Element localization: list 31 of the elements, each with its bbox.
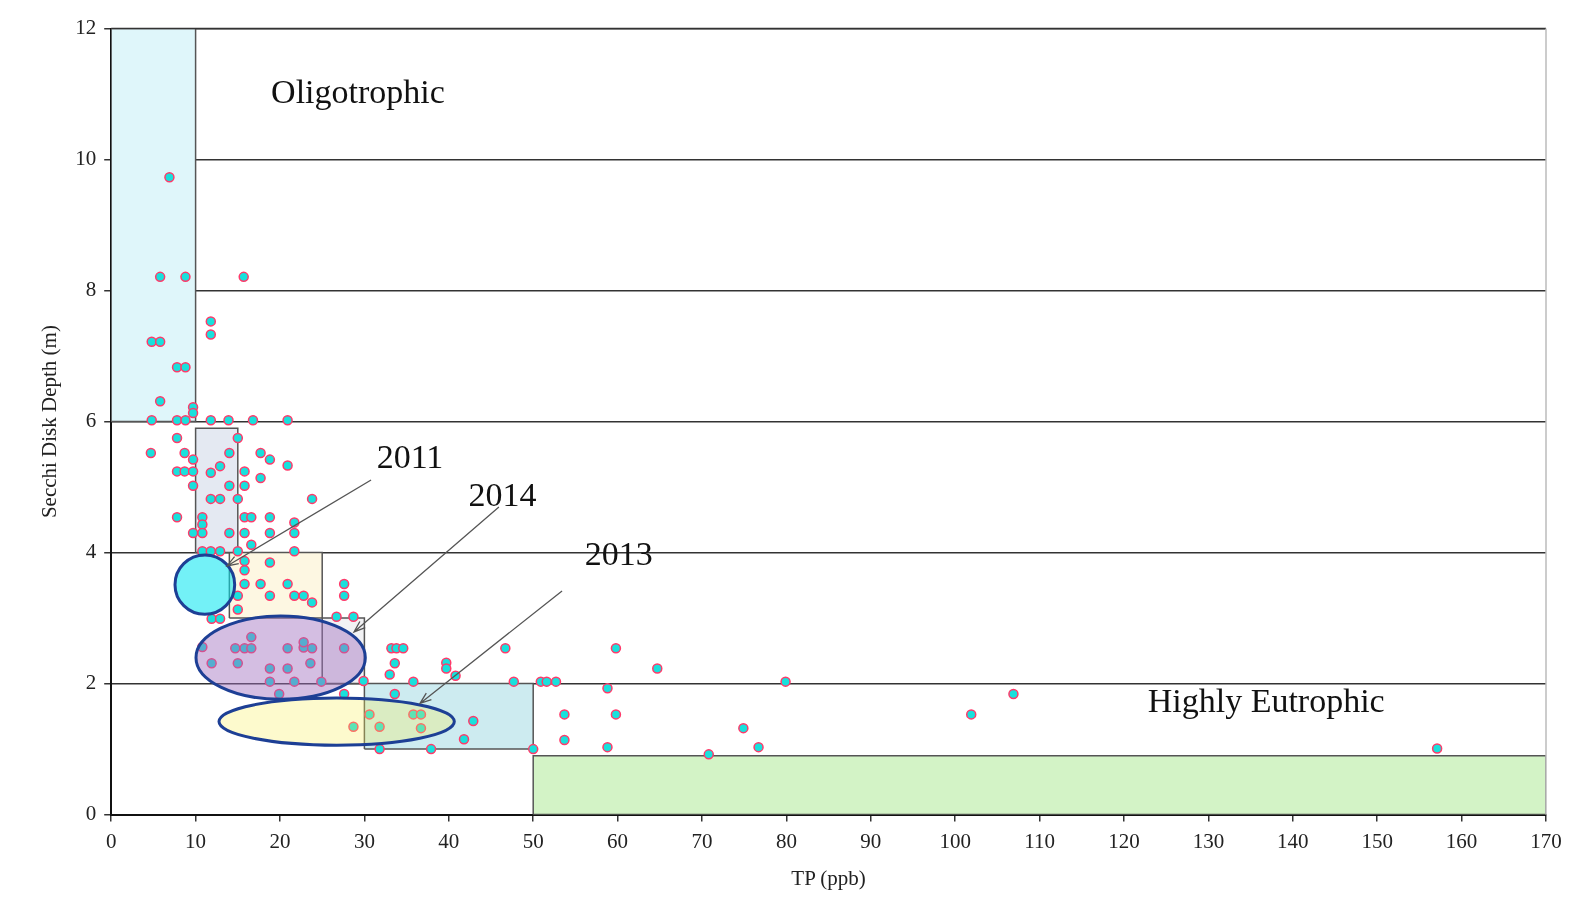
y-axis-title: Secchi Disk Depth (m) [37, 325, 62, 519]
x-tick-label: 50 [522, 828, 544, 853]
x-tick-label: 110 [1024, 828, 1055, 853]
y-tick-label: 2 [85, 670, 97, 695]
x-tick-label: 90 [860, 828, 882, 853]
x-tick-label: 170 [1530, 828, 1562, 853]
x-tick-label: 160 [1445, 828, 1478, 853]
x-tick-label: 150 [1361, 828, 1393, 853]
x-tick-label: 140 [1277, 828, 1309, 853]
x-tick-label: 60 [607, 828, 629, 853]
x-tick-label: 20 [269, 828, 291, 853]
x-tick-label: 80 [775, 828, 797, 853]
y-tick-label: 8 [85, 277, 97, 302]
x-tick-label: 120 [1108, 828, 1140, 853]
y-tick-label: 6 [85, 408, 97, 433]
x-tick-label: 100 [939, 828, 971, 853]
x-tick-label: 130 [1192, 828, 1225, 853]
x-axis-title: TP (ppb) [791, 865, 866, 890]
x-tick-label: 30 [353, 828, 375, 853]
y-tick-label: 10 [75, 146, 97, 171]
x-tick-label: 10 [185, 828, 207, 853]
x-tick-label: 40 [438, 828, 460, 853]
y-tick-label: 0 [85, 801, 97, 826]
annotation: 2011 [376, 437, 444, 475]
annotation: 2014 [468, 476, 537, 514]
y-tick-label: 4 [85, 539, 97, 564]
annotation: Highly Eutrophic [1147, 682, 1385, 720]
annotation: Oligotrophic [271, 73, 445, 111]
y-tick-label: 12 [75, 15, 97, 40]
x-tick-label: 70 [691, 828, 713, 853]
x-tick-label: 0 [105, 828, 117, 853]
